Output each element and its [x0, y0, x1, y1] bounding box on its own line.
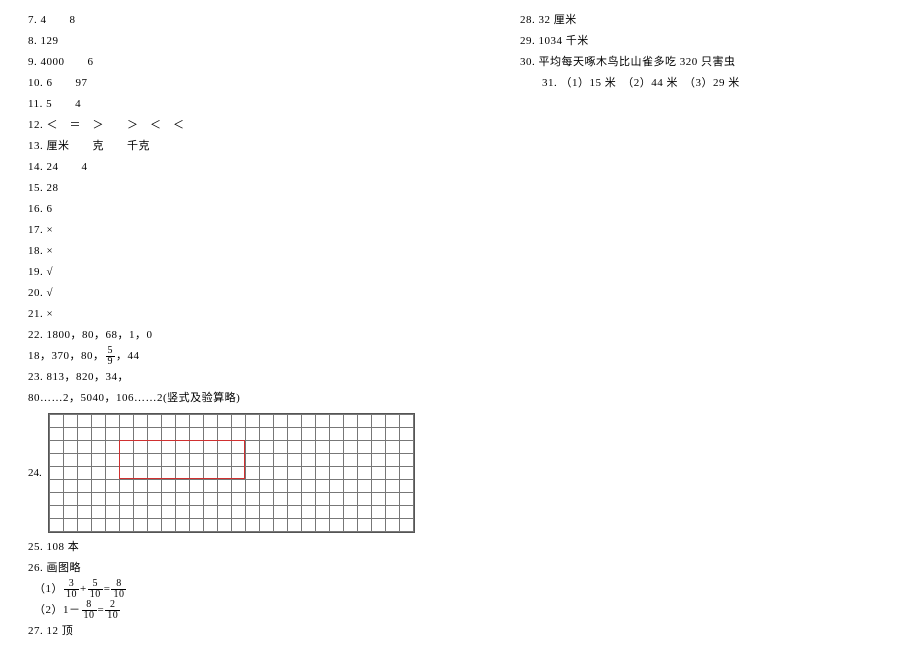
answer-8: 8. 129 [28, 31, 488, 52]
answer-31: 31. （1）15 米 （2）44 米 （3）29 米 [520, 73, 900, 94]
eq1-eq: = [104, 583, 111, 595]
eq1-plus: + [80, 583, 87, 595]
frac-3-10: 310 [64, 579, 79, 600]
answer-19: 19. √ [28, 262, 488, 283]
answer-15: 15. 28 [28, 178, 488, 199]
answer-12: 12. ＜ ＝ ＞ ＞ ＜ ＜ [28, 115, 488, 136]
answer-22b-post: ，44 [116, 350, 140, 362]
frac-8-10b: 810 [82, 600, 97, 621]
answer-13: 13. 厘米 克 千克 [28, 136, 488, 157]
frac-den: 10 [82, 611, 97, 621]
answer-18: 18. × [28, 241, 488, 262]
frac-5-9: 59 [106, 346, 116, 367]
answer-14: 14. 24 4 [28, 157, 488, 178]
answer-9: 9. 4000 6 [28, 52, 488, 73]
frac-8-10: 810 [111, 579, 126, 600]
answer-7: 7. 4 8 [28, 10, 488, 31]
answer-22b: 18，370，80，59，44 [28, 346, 488, 367]
answer-28: 28. 32 厘米 [520, 10, 900, 31]
answer-22a: 22. 1800，80，68，1，0 [28, 325, 488, 346]
answer-26: 26. 画图略 [28, 558, 488, 579]
eq1-pre: （1） [34, 583, 63, 595]
answer-16: 16. 6 [28, 199, 488, 220]
frac-5-10: 510 [88, 579, 103, 600]
answer-24-grid [48, 413, 415, 533]
answer-29: 29. 1034 千米 [520, 31, 900, 52]
frac-den: 10 [64, 590, 79, 600]
answer-23a: 23. 813，820，34， [28, 367, 488, 388]
answer-26-eq2: （2）1－810=210 [28, 600, 488, 621]
answer-26-eq1: （1）310+510=810 [28, 579, 488, 600]
answer-25: 25. 108 本 [28, 537, 488, 558]
answer-10: 10. 6 97 [28, 73, 488, 94]
frac-den: 10 [105, 611, 120, 621]
eq2-eq: = [98, 604, 105, 616]
frac-2-10: 210 [105, 600, 120, 621]
answer-21: 21. × [28, 304, 488, 325]
answer-24-row: 24. [28, 413, 488, 533]
frac-den: 9 [106, 357, 116, 367]
answer-22b-pre: 18，370，80， [28, 350, 105, 362]
answer-20: 20. √ [28, 283, 488, 304]
answer-23b: 80……2，5040，106……2(竖式及验算略) [28, 388, 488, 409]
answer-11: 11. 5 4 [28, 94, 488, 115]
answer-30: 30. 平均每天啄木鸟比山雀多吃 320 只害虫 [520, 52, 900, 73]
answer-24-label: 24. [28, 467, 42, 479]
answer-17: 17. × [28, 220, 488, 241]
eq2-pre: （2）1－ [34, 604, 81, 616]
answer-27: 27. 12 顶 [28, 621, 488, 642]
